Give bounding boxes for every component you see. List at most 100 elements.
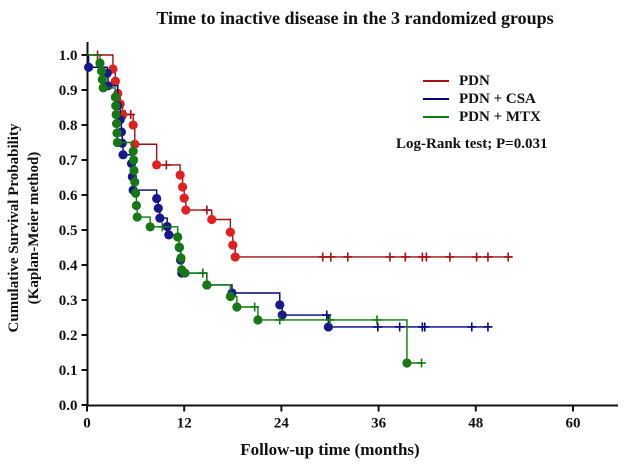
legend-swatch-pdn: [423, 80, 449, 82]
event-marker: [129, 165, 139, 176]
event-marker: [207, 214, 217, 225]
legend-label-pdn-csa: PDN + CSA: [459, 90, 536, 107]
censor-mark: [420, 322, 430, 332]
censor-mark: [421, 252, 431, 262]
censor-mark: [372, 315, 382, 325]
event-marker: [128, 155, 139, 165]
y-tick-label: 0.8: [59, 118, 78, 134]
censor-mark: [198, 268, 208, 278]
y-tick-label: 0.9: [59, 83, 78, 99]
event-marker: [118, 150, 128, 160]
y-tick-label: 0.1: [59, 363, 78, 379]
y-tick-label: 0.5: [59, 223, 78, 239]
event-marker: [131, 200, 142, 211]
y-tick-label: 0.3: [59, 293, 78, 309]
censor-mark: [467, 322, 477, 332]
legend-swatch-pdn-mtx: [423, 116, 449, 118]
event-marker: [180, 268, 190, 278]
censor-mark: [483, 252, 493, 262]
event-marker: [181, 205, 191, 215]
event-marker: [402, 358, 412, 368]
event-marker: [173, 232, 183, 242]
x-tick-label: 24: [274, 416, 290, 432]
x-tick-label: 60: [566, 416, 581, 432]
event-marker: [323, 322, 333, 332]
event-marker: [155, 213, 165, 223]
censor-mark: [400, 252, 410, 262]
event-marker: [225, 291, 235, 302]
censor-mark: [343, 252, 353, 262]
event-marker: [111, 109, 121, 120]
legend-item-pdn-csa: PDN + CSA: [423, 90, 541, 108]
event-marker: [98, 83, 108, 93]
event-marker: [174, 242, 184, 252]
event-marker: [112, 137, 122, 148]
event-marker: [253, 315, 263, 325]
event-marker: [179, 193, 189, 203]
censor-mark: [417, 358, 427, 368]
censor-mark: [445, 252, 455, 262]
legend-item-pdn-mtx: PDN + MTX: [423, 108, 541, 126]
event-marker: [131, 188, 141, 198]
event-marker: [152, 193, 162, 204]
censor-mark: [326, 252, 336, 262]
censor-mark: [373, 322, 383, 332]
censor-mark: [126, 110, 136, 119]
x-tick-label: 48: [468, 416, 483, 432]
event-marker: [84, 62, 94, 72]
event-marker: [275, 300, 285, 310]
censor-mark: [395, 322, 405, 332]
chart-legend: PDN PDN + CSA PDN + MTX: [423, 72, 541, 126]
y-tick-label: 0.4: [59, 258, 78, 274]
event-marker: [228, 240, 238, 250]
event-marker: [111, 119, 122, 129]
event-marker: [164, 230, 174, 240]
event-marker: [225, 227, 235, 237]
censor-mark: [161, 160, 171, 170]
censor-mark: [322, 310, 332, 320]
legend-label-pdn: PDN: [459, 72, 490, 89]
event-marker: [152, 160, 162, 170]
censor-mark: [503, 252, 513, 262]
series-pdn-mtx: [87, 54, 427, 368]
legend-swatch-pdn-csa: [423, 98, 449, 100]
x-tick-label: 12: [177, 416, 192, 432]
event-marker: [111, 101, 121, 111]
censor-mark: [472, 252, 482, 262]
logrank-annotation: Log-Rank test; P=0.031: [396, 136, 548, 152]
x-tick-label: 0: [83, 416, 91, 432]
event-marker: [96, 66, 107, 76]
event-marker: [110, 92, 120, 102]
y-tick-label: 0.2: [59, 328, 78, 344]
legend-item-pdn: PDN: [423, 72, 541, 90]
event-marker: [232, 302, 242, 312]
legend-label-pdn-mtx: PDN + MTX: [459, 108, 541, 125]
x-axis-label: Follow-up time (months): [240, 440, 420, 459]
event-marker: [176, 253, 186, 263]
event-marker: [132, 212, 142, 222]
censor-mark: [250, 302, 260, 312]
censor-mark: [157, 222, 167, 232]
censor-mark: [483, 322, 493, 332]
event-marker: [177, 182, 188, 192]
event-marker: [145, 222, 155, 232]
censor-mark: [275, 315, 285, 325]
y-tick-label: 0.0: [59, 398, 78, 414]
censor-mark: [385, 252, 395, 262]
y-tick-label: 0.6: [59, 188, 78, 204]
event-marker: [128, 146, 138, 156]
event-marker: [202, 280, 212, 290]
y-tick-label: 1.0: [59, 48, 78, 64]
y-tick-label: 0.7: [59, 153, 78, 169]
event-marker: [230, 252, 240, 262]
censor-mark: [202, 205, 212, 215]
x-tick-label: 36: [371, 416, 387, 432]
event-marker: [153, 203, 163, 213]
event-marker: [112, 128, 122, 138]
event-marker: [97, 74, 107, 85]
event-marker: [110, 76, 120, 86]
axes: 0.0 0.1 0.2 0.3 0.4 0.5 0.6 0.7 0.8 0.9 1.0 0 12 24 36…: [59, 42, 618, 432]
chart-title: Time to inactive disease in the 3 random…: [156, 8, 554, 28]
